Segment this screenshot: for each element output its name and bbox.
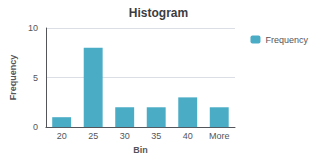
svg-text:0: 0 xyxy=(33,122,38,132)
svg-text:10: 10 xyxy=(28,23,38,33)
svg-text:30: 30 xyxy=(120,131,130,141)
svg-text:Histogram: Histogram xyxy=(129,6,188,20)
svg-text:More: More xyxy=(209,131,230,141)
svg-text:25: 25 xyxy=(88,131,98,141)
svg-text:5: 5 xyxy=(33,73,38,83)
svg-text:20: 20 xyxy=(57,131,67,141)
svg-text:Frequency: Frequency xyxy=(265,35,308,45)
svg-text:35: 35 xyxy=(151,131,161,141)
svg-text:40: 40 xyxy=(183,131,193,141)
svg-text:Bin: Bin xyxy=(133,145,148,155)
svg-text:Frequency: Frequency xyxy=(8,55,18,101)
